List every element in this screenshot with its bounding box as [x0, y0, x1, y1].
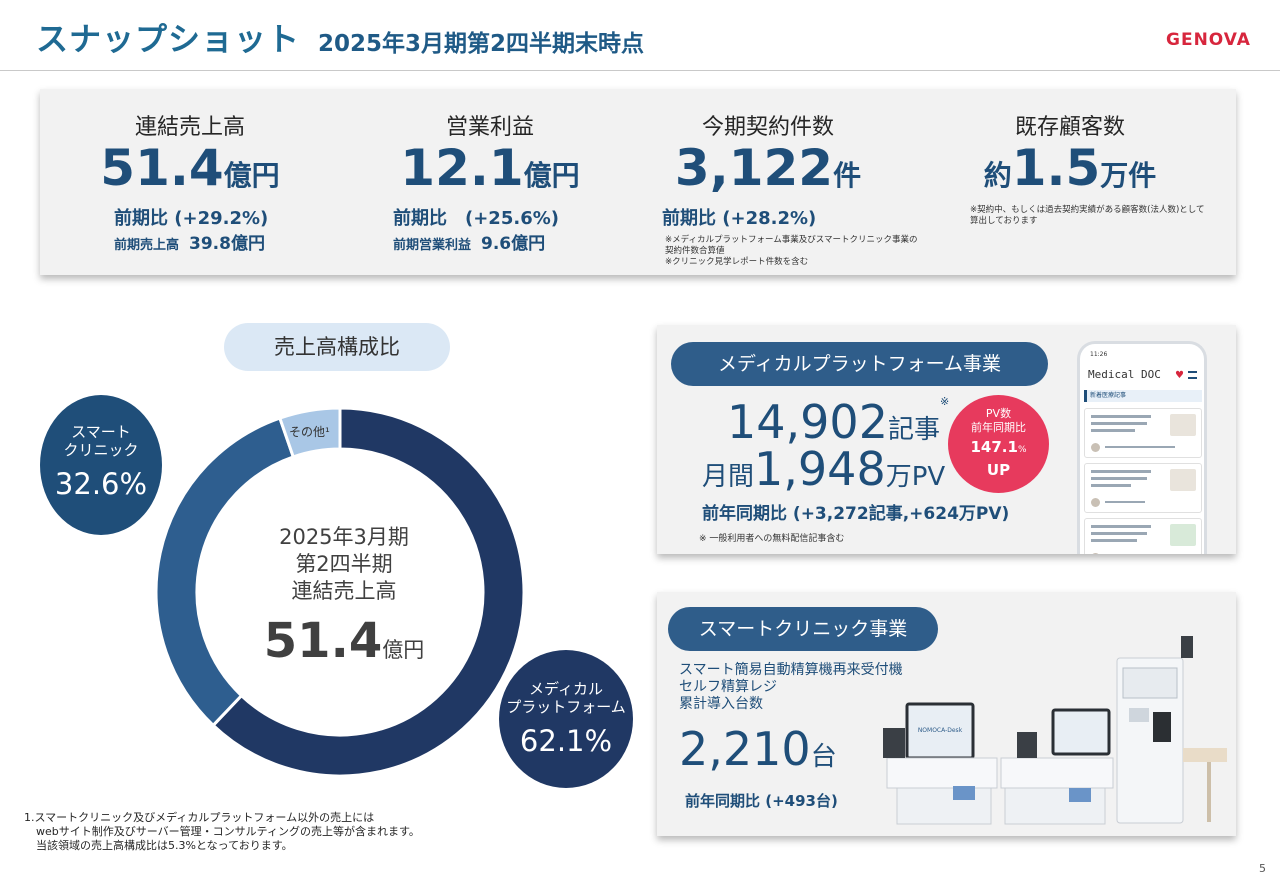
medical-platform-card: メディカルプラットフォーム事業 14,902記事※ 月間1,948万PV 前年同…: [657, 325, 1236, 554]
kpi-value: 約1.5万件: [983, 139, 1157, 197]
footnote: 1.スマートクリニック及びメディカルプラットフォーム以外の売上には webサイト…: [24, 811, 420, 852]
kpi-revenue: 連結売上高 51.4億円 前期比 (+29.2%) 前期売上高 39.8億円: [40, 89, 340, 275]
phone-section-bar: 新着医療記事: [1084, 390, 1202, 402]
kpi-comparison: 前期比 (+25.6%): [393, 208, 559, 229]
kpi-value: 51.4億円: [100, 139, 280, 197]
installed-units: 2,210台: [679, 722, 837, 776]
smart-clinic-description: スマート簡易自動精算機再来受付機 セルフ精算レジ 累計導入台数: [679, 662, 903, 712]
smart-clinic-comparison: 前年同期比 (+493台): [685, 792, 838, 810]
kpi-note: ※メディカルプラットフォーム事業及びスマートクリニック事業の 契約件数合算値 ※…: [665, 235, 918, 267]
kpi-value: 3,122件: [674, 139, 862, 197]
monthly-pv: 月間1,948万PV: [702, 442, 946, 496]
kpi-label: 既存顧客数: [1014, 115, 1125, 140]
sales-composition-pill: 売上高構成比: [224, 323, 450, 371]
other-segment-label: その他¹: [289, 425, 330, 439]
payment-machines-illustration: NOMOCA-Desk: [883, 636, 1227, 825]
smart-clinic-card: スマートクリニック事業 スマート簡易自動精算機再来受付機 セルフ精算レジ 累計導…: [657, 592, 1236, 836]
donut-slice-2: [277, 406, 342, 459]
kpi-comparison: 前期比 (+28.2%): [662, 208, 817, 229]
medical-platform-share-bubble: メディカル プラットフォーム 62.1%: [499, 650, 633, 788]
smart-clinic-pill: スマートクリニック事業: [668, 607, 938, 651]
pv-growth-badge: PV数 前年同期比 147.1% UP: [948, 395, 1049, 493]
kpi-label: 今期契約件数: [701, 115, 834, 140]
medical-note: ※ 一般利用者への無料配信記事含む: [699, 534, 845, 544]
phone-article-item: [1084, 408, 1202, 458]
kpi-previous: 前期営業利益 9.6億円: [393, 234, 546, 254]
donut-center-value: 51.4億円: [263, 613, 425, 669]
medical-doc-phone-screenshot: 11:26 Medical DOC ♥ 新着医療記事: [1077, 341, 1207, 554]
menu-icon: [1188, 371, 1197, 379]
page-subtitle: 2025年3月期第2四半期末時点: [318, 31, 645, 57]
page-number: 5: [1259, 862, 1266, 875]
kpi-summary-card: 連結売上高 51.4億円 前期比 (+29.2%) 前期売上高 39.8億円 営業…: [40, 89, 1236, 275]
kpi-contracts: 今期契約件数 3,122件 前期比 (+28.2%) ※メディカルプラットフォー…: [588, 89, 948, 275]
heart-icon: ♥: [1175, 370, 1184, 381]
donut-center-caption: 2025年3月期 第2四半期 連結売上高: [279, 525, 409, 603]
phone-article-item: [1084, 463, 1202, 513]
kpi-label: 営業利益: [445, 115, 534, 140]
phone-article-item: [1084, 518, 1202, 554]
header: スナップショット 2025年3月期第2四半期末時点 GENOVA: [0, 0, 1280, 71]
medical-platform-pill: メディカルプラットフォーム事業: [671, 342, 1048, 386]
genova-logo: GENOVA: [1166, 30, 1251, 50]
medical-comparison: 前年同期比 (+3,272記事,+624万PV): [702, 504, 1010, 524]
smart-clinic-share-bubble: スマート クリニック 32.6%: [40, 395, 162, 535]
kpi-previous: 前期売上高 39.8億円: [114, 234, 265, 254]
svg-text:NOMOCA-Desk: NOMOCA-Desk: [918, 727, 963, 734]
article-count: 14,902記事※: [727, 395, 950, 449]
kpi-customers: 既存顧客数 約1.5万件 ※契約中、もしくは過去契約実績がある顧客数(法人数)と…: [900, 89, 1240, 275]
kpi-value: 12.1億円: [400, 139, 580, 197]
kpi-operating-profit: 営業利益 12.1億円 前期比 (+25.6%) 前期営業利益 9.6億円: [318, 89, 662, 275]
phone-app-title: Medical DOC: [1088, 368, 1161, 381]
kpi-note: ※契約中、もしくは過去契約実績がある顧客数(法人数)として 算出しております: [970, 205, 1205, 226]
kpi-label: 連結売上高: [134, 115, 245, 140]
donut-slice-0: [211, 406, 526, 778]
page-title: スナップショット: [36, 20, 301, 58]
sales-donut-chart: [154, 406, 526, 778]
kpi-comparison: 前期比 (+29.2%): [114, 208, 269, 229]
